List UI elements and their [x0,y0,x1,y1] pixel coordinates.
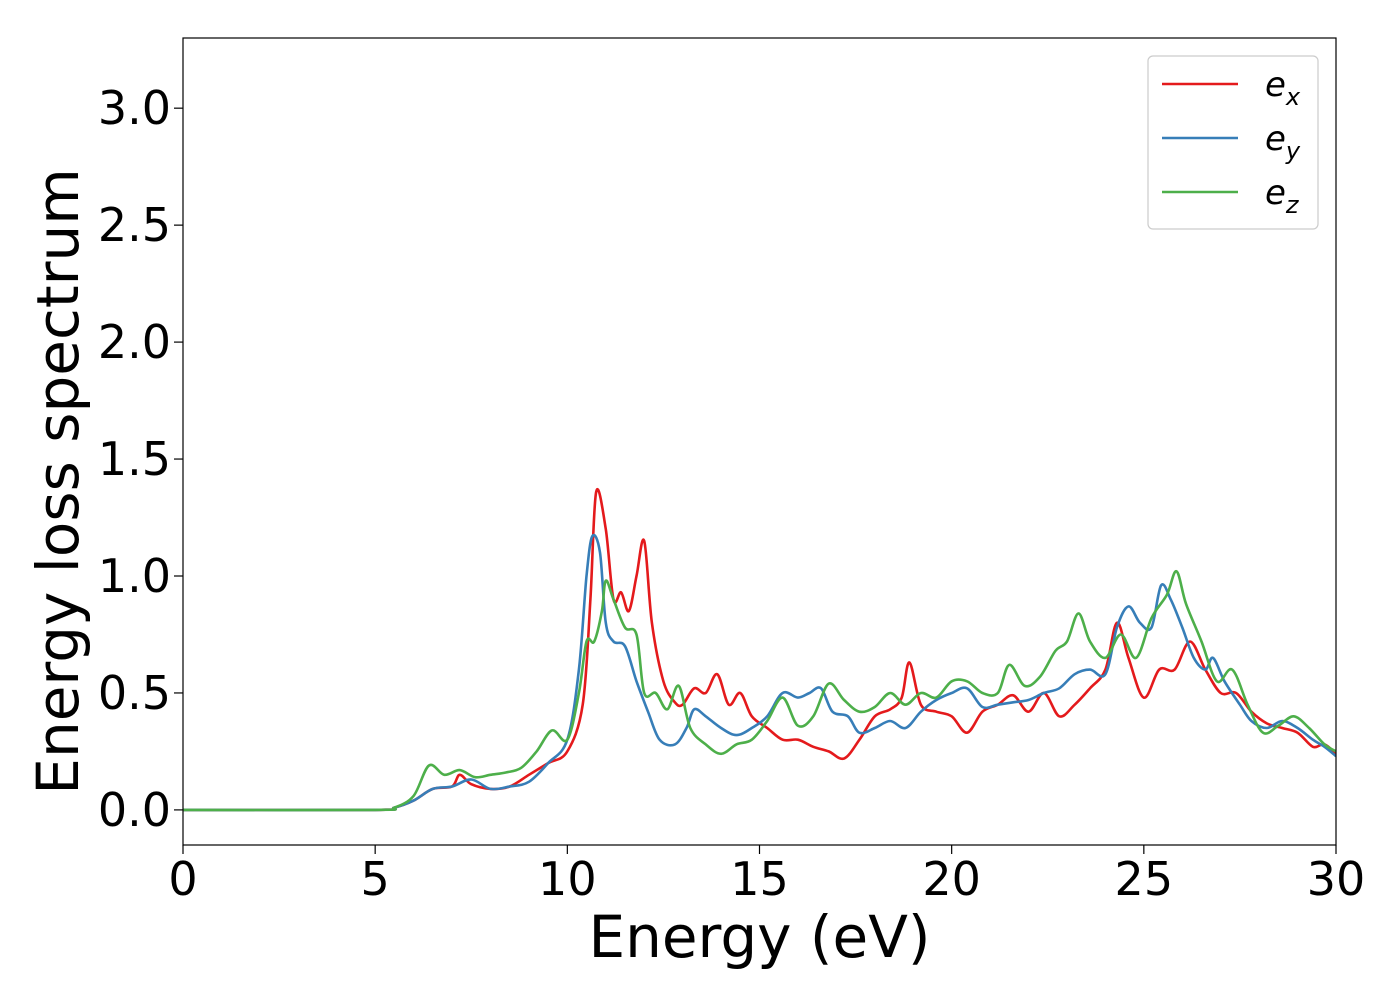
x-tick-label: 20 [922,852,981,906]
series-layer [183,488,1336,812]
y-tick-label: 3.0 [98,81,171,135]
y-tick-label: 0.0 [98,783,171,837]
y-tick-label: 1.0 [98,549,171,603]
y-axis-title: Energy loss spectrum [24,168,92,794]
y-tick-label: 0.5 [98,666,171,720]
x-tick-label: 5 [361,852,390,906]
x-axis: 0 5 10 15 20 25 30 [168,845,1365,906]
x-tick-label: 25 [1115,852,1174,906]
x-tick-label: 0 [168,852,197,906]
legend-box [1147,55,1319,230]
series-line-e-z [183,569,1336,812]
plot-area [183,38,1336,845]
y-tick-label: 2.0 [98,315,171,369]
legend-label: ez [1265,173,1300,219]
x-tick-label: 30 [1307,852,1366,906]
legend: ex ey ez [1147,55,1319,230]
x-tick-label: 15 [730,852,789,906]
x-tick-label: 10 [538,852,597,906]
y-axis: 0.0 0.5 1.0 1.5 2.0 2.5 3.0 [98,81,183,837]
legend-label: ey [1265,119,1301,165]
legend-label: ex [1265,65,1301,111]
y-tick-label: 2.5 [98,198,171,252]
y-tick-label: 1.5 [98,432,171,486]
x-axis-title: Energy (eV) [588,903,930,971]
series-line-e-x [183,488,1336,812]
